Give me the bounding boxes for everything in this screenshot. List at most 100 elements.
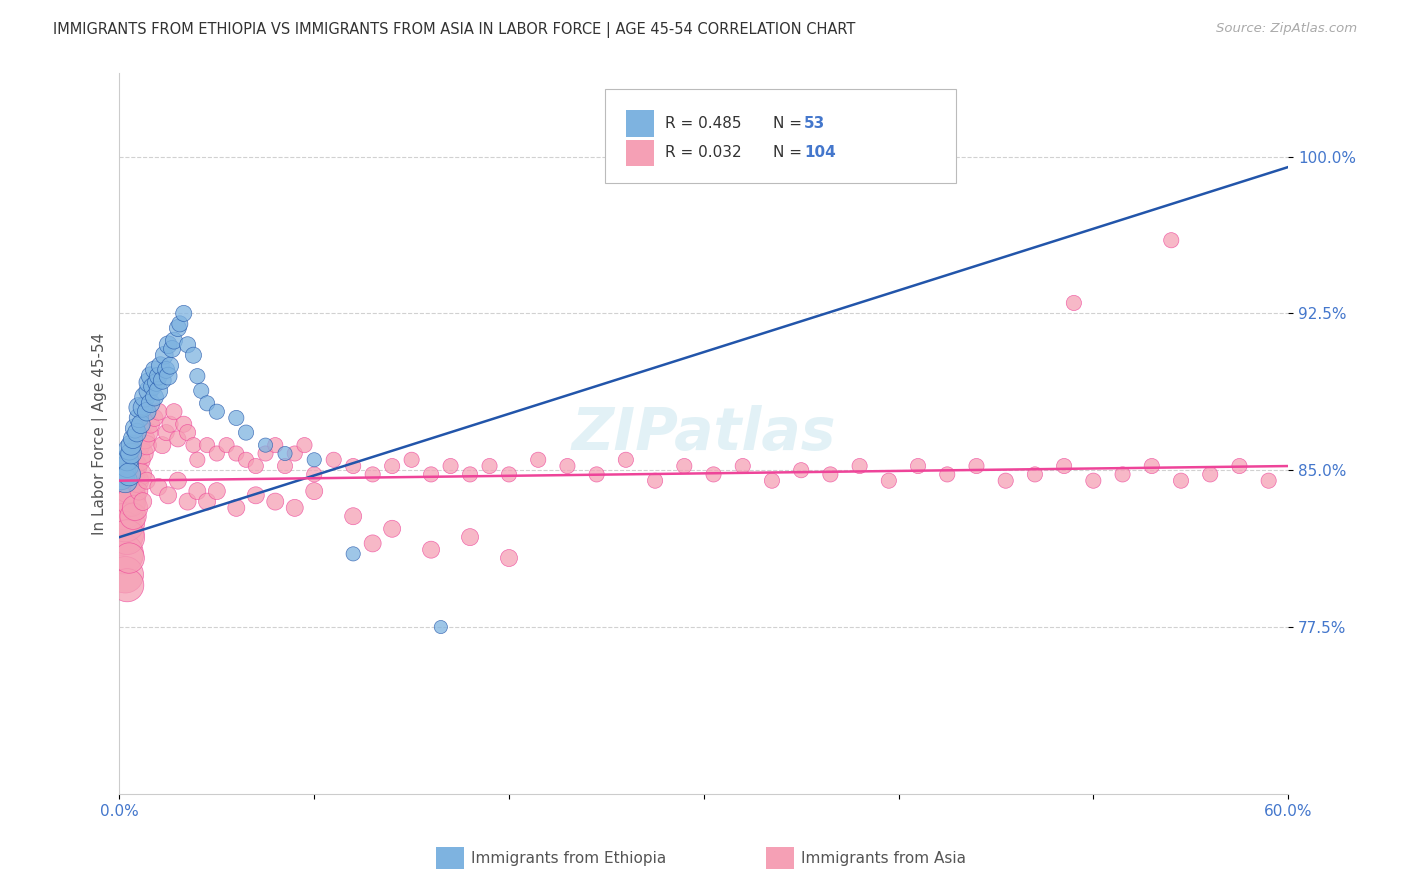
Point (120, 467, 142, 482)
Point (1063, 296, 1085, 310)
Point (153, 348, 176, 362)
Point (585, 467, 607, 482)
Point (135, 474, 157, 488)
Point (128, 438, 150, 452)
Point (907, 458, 929, 473)
Point (124, 421, 146, 435)
Point (148, 405, 170, 419)
Point (877, 474, 900, 488)
Point (157, 488, 180, 502)
Point (225, 411, 247, 425)
Point (143, 390, 166, 404)
Point (790, 463, 813, 477)
Point (195, 438, 218, 452)
Point (139, 417, 162, 432)
Point (381, 458, 404, 473)
Point (134, 432, 156, 446)
Point (994, 474, 1017, 488)
Point (195, 494, 218, 508)
Text: ZIPatlas: ZIPatlas (571, 405, 837, 462)
Point (115, 452, 138, 467)
Point (342, 547, 364, 561)
Point (527, 452, 550, 467)
Point (132, 446, 155, 460)
Point (557, 458, 579, 473)
Point (322, 452, 344, 467)
Point (361, 467, 384, 482)
Point (176, 338, 198, 352)
Point (163, 405, 186, 419)
Point (122, 432, 145, 446)
Point (1229, 458, 1251, 473)
Point (294, 438, 316, 452)
Text: R = 0.032: R = 0.032 (665, 145, 741, 161)
Text: Immigrants from Ethiopia: Immigrants from Ethiopia (471, 851, 666, 865)
Point (110, 469, 132, 483)
Point (138, 384, 160, 398)
Point (848, 458, 870, 473)
Point (110, 488, 132, 502)
Point (118, 442, 141, 457)
Point (148, 369, 170, 384)
Point (125, 425, 148, 440)
Point (122, 509, 145, 524)
Point (1140, 458, 1163, 473)
Point (420, 467, 443, 482)
Point (235, 452, 257, 467)
Point (274, 458, 297, 473)
Point (167, 474, 190, 488)
Point (120, 494, 142, 508)
Point (150, 438, 173, 452)
Point (114, 474, 136, 488)
Point (128, 411, 150, 425)
Text: 104: 104 (804, 145, 837, 161)
Point (284, 500, 307, 515)
Point (498, 551, 520, 566)
Point (176, 494, 198, 508)
Point (120, 438, 142, 452)
Point (215, 438, 238, 452)
Text: N =: N = (773, 145, 803, 161)
Point (420, 542, 443, 557)
Text: 53: 53 (804, 116, 825, 131)
Point (183, 348, 205, 362)
Point (128, 401, 150, 415)
Text: N =: N = (773, 116, 803, 131)
Point (205, 446, 228, 460)
Point (644, 474, 666, 488)
Point (302, 484, 325, 499)
Point (342, 509, 364, 524)
Point (731, 458, 754, 473)
Point (381, 522, 404, 536)
Point (1083, 474, 1105, 488)
Point (157, 369, 180, 384)
Point (115, 530, 138, 544)
Point (1160, 233, 1182, 247)
Point (245, 458, 267, 473)
Point (129, 417, 152, 432)
Point (614, 452, 637, 467)
Point (128, 484, 150, 499)
Text: Immigrants from Asia: Immigrants from Asia (801, 851, 966, 865)
Point (966, 458, 988, 473)
Point (205, 484, 228, 499)
Point (361, 536, 384, 550)
Text: Source: ZipAtlas.com: Source: ZipAtlas.com (1216, 22, 1357, 36)
Point (167, 432, 190, 446)
Point (143, 363, 166, 377)
Point (115, 578, 138, 592)
Point (112, 463, 135, 477)
Point (143, 411, 166, 425)
Point (1024, 467, 1046, 482)
Point (124, 500, 146, 515)
Point (1111, 467, 1133, 482)
Point (1257, 474, 1279, 488)
Point (118, 551, 141, 566)
Point (254, 446, 277, 460)
Point (112, 547, 135, 561)
Point (169, 317, 191, 331)
Text: IMMIGRANTS FROM ETHIOPIA VS IMMIGRANTS FROM ASIA IN LABOR FORCE | AGE 45-54 CORR: IMMIGRANTS FROM ETHIOPIA VS IMMIGRANTS F… (53, 22, 856, 38)
Point (342, 458, 364, 473)
Point (1170, 474, 1192, 488)
Point (173, 306, 195, 320)
